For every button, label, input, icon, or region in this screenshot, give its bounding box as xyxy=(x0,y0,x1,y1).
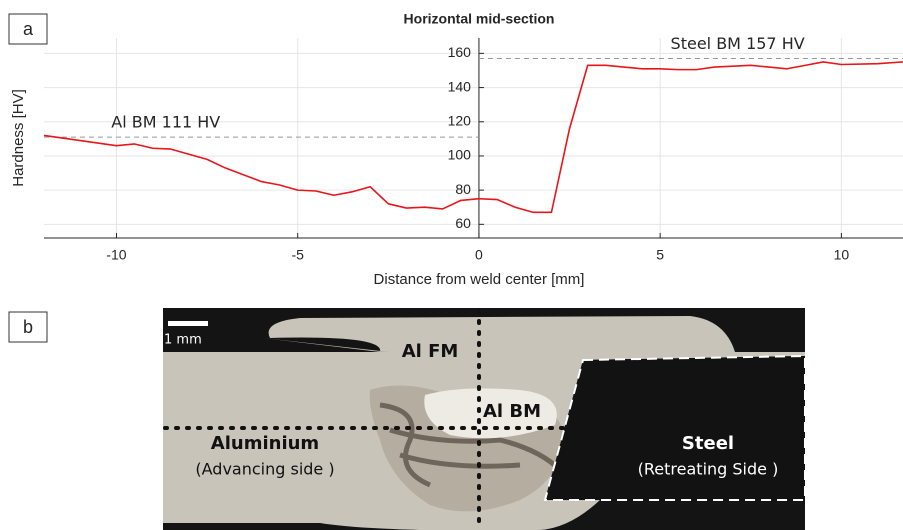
y-tick-label: 60 xyxy=(455,215,471,231)
micrograph: 1 mm Al FM Al BM Aluminium (Advancing si… xyxy=(163,308,806,530)
data-line xyxy=(43,61,903,214)
x-tick-label: -5 xyxy=(291,247,304,263)
x-axis-label: Distance from weld center [mm] xyxy=(374,271,585,288)
image-label: (Retreating Side ) xyxy=(638,460,779,479)
x-tick-label: 0 xyxy=(475,247,483,263)
y-axis-label: Hardness [HV] xyxy=(10,89,27,187)
swirl xyxy=(379,402,562,488)
x-tick-label: 10 xyxy=(834,247,850,263)
chart-title: Horizontal mid-section xyxy=(404,11,555,27)
image-label: Al BM xyxy=(483,401,541,422)
panel-label: b xyxy=(23,317,33,337)
reference-label: Steel BM 157 HV xyxy=(671,34,805,53)
y-tick-label: 80 xyxy=(455,181,471,197)
image-label: Steel xyxy=(682,433,734,454)
panel-label: a xyxy=(23,19,34,39)
image-label: (Advancing side ) xyxy=(195,460,334,479)
y-tick-label: 120 xyxy=(448,112,472,128)
scale-bar-label: 1 mm xyxy=(164,333,202,348)
steel-region xyxy=(543,354,806,501)
scale-bar xyxy=(168,321,208,326)
shoulder xyxy=(263,338,390,352)
x-tick-label: 5 xyxy=(656,247,664,263)
panel-box xyxy=(8,13,48,45)
image-label: Aluminium xyxy=(211,433,319,454)
al-bm-blob xyxy=(424,388,557,439)
image-label: Al FM xyxy=(402,341,459,362)
y-tick-label: 140 xyxy=(448,78,472,94)
panel-box xyxy=(8,311,48,343)
reference-label: Al BM 111 HV xyxy=(111,113,220,132)
y-tick-label: 160 xyxy=(448,44,472,60)
x-tick-label: -10 xyxy=(106,247,126,263)
y-tick-label: 100 xyxy=(448,147,472,163)
plot: -10 -5 0 5 10 60 80 100 120 140 160 Al BM 111 HV Ste… xyxy=(43,34,903,263)
